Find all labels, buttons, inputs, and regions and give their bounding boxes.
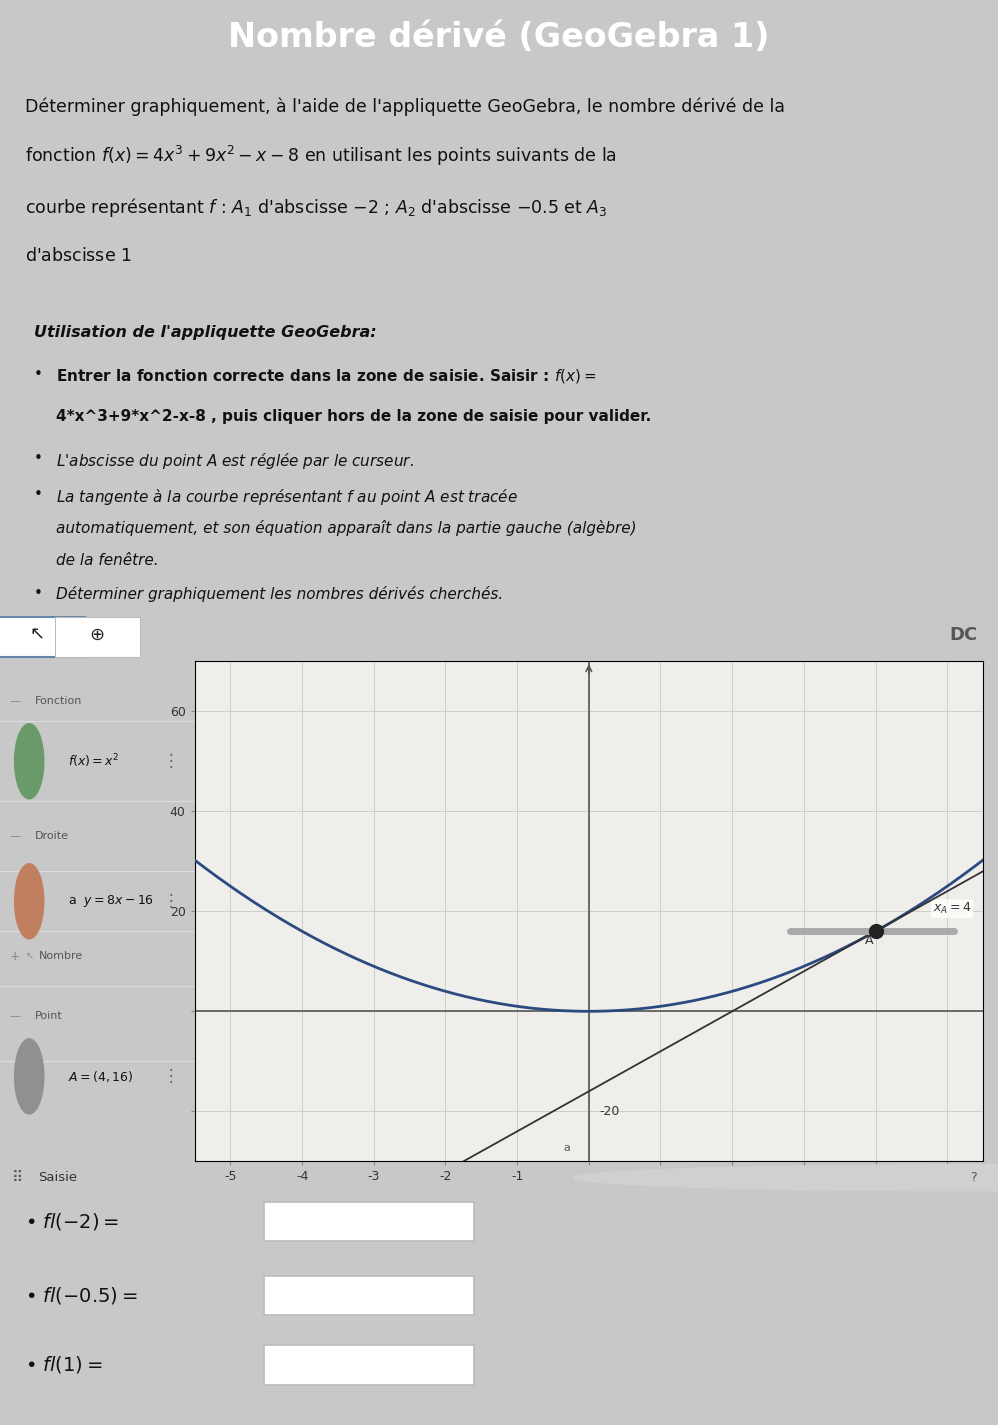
Text: a: a [564, 1143, 571, 1153]
Text: •: • [34, 586, 43, 601]
Text: A: A [864, 933, 873, 946]
Text: Nombre: Nombre [39, 952, 83, 962]
Circle shape [15, 724, 44, 799]
Text: ⋮: ⋮ [163, 892, 180, 911]
Text: Déterminer graphiquement les nombres dérivés cherchés.: Déterminer graphiquement les nombres dér… [57, 586, 504, 601]
Text: Nombre dérivé (GeoGebra 1): Nombre dérivé (GeoGebra 1) [229, 20, 769, 54]
Text: ⠿: ⠿ [12, 1170, 23, 1186]
Text: Entrer la fonction correcte dans la zone de saisie. Saisir : $f(x) =$: Entrer la fonction correcte dans la zone… [57, 368, 597, 385]
FancyBboxPatch shape [264, 1345, 474, 1385]
Text: -20: -20 [600, 1104, 620, 1117]
Text: Utilisation de l'appliquette GeoGebra:: Utilisation de l'appliquette GeoGebra: [34, 325, 377, 341]
Text: 4*x^3+9*x^2-x-8 , puis cliquer hors de la zone de saisie pour valider.: 4*x^3+9*x^2-x-8 , puis cliquer hors de l… [57, 409, 652, 425]
FancyBboxPatch shape [0, 617, 85, 657]
Text: courbe représentant $f$ : $A_1$ d'abscisse $-2$ ; $A_2$ d'abscisse $-0.5$ et $A_: courbe représentant $f$ : $A_1$ d'abscis… [25, 195, 608, 218]
Text: • $fl(-2) =$: • $fl(-2) =$ [25, 1211, 119, 1233]
FancyBboxPatch shape [55, 617, 140, 657]
Text: DC: DC [949, 626, 977, 644]
Circle shape [15, 1039, 44, 1114]
Circle shape [574, 1164, 998, 1191]
Text: ⋮: ⋮ [163, 752, 180, 771]
Text: • $fl(1) =$: • $fl(1) =$ [25, 1355, 103, 1375]
Text: ╱: ╱ [419, 1201, 426, 1214]
Text: ⋮: ⋮ [163, 1067, 180, 1086]
Text: Fonction: Fonction [35, 697, 83, 707]
Text: d'abscisse $1$: d'abscisse $1$ [25, 247, 132, 265]
Text: L'abscisse du point $A$ est réglée par le curseur.: L'abscisse du point $A$ est réglée par l… [57, 452, 414, 472]
Text: —: — [10, 1012, 21, 1022]
Text: —: — [10, 697, 21, 707]
Text: a  $y = 8x - 16$: a $y = 8x - 16$ [68, 893, 155, 909]
Text: fonction $f(x) = 4x^3 + 9x^2 - x - 8$ en utilisant les points suivants de la: fonction $f(x) = 4x^3 + 9x^2 - x - 8$ en… [25, 144, 617, 168]
Text: • $fl(-0.5) =$: • $fl(-0.5) =$ [25, 1285, 138, 1307]
FancyBboxPatch shape [264, 1277, 474, 1315]
Text: •: • [34, 487, 43, 502]
Text: $f(x) = x^2$: $f(x) = x^2$ [68, 752, 120, 770]
Text: Saisie: Saisie [38, 1171, 77, 1184]
Text: ⊕: ⊕ [89, 626, 105, 644]
Text: automatiquement, et son équation apparaît dans la partie gauche (algèbre): automatiquement, et son équation apparaî… [57, 520, 637, 536]
Text: •: • [34, 452, 43, 466]
Text: de la fenêtre.: de la fenêtre. [57, 553, 159, 569]
FancyBboxPatch shape [264, 1203, 474, 1241]
Text: Droite: Droite [35, 831, 69, 841]
Text: $A = (4, 16)$: $A = (4, 16)$ [68, 1069, 134, 1084]
Text: ?: ? [970, 1171, 976, 1184]
Text: ↖: ↖ [29, 626, 45, 644]
Text: Déterminer graphiquement, à l'aide de l'appliquette GeoGebra, le nombre dérivé d: Déterminer graphiquement, à l'aide de l'… [25, 97, 785, 115]
Text: $x_A = 4$: $x_A = 4$ [933, 901, 971, 916]
Text: La tangente à la courbe représentant $f$ au point $A$ est tracée: La tangente à la courbe représentant $f$… [57, 487, 518, 507]
Circle shape [15, 864, 44, 939]
Text: +: + [10, 950, 20, 963]
Text: —: — [10, 831, 21, 841]
Text: Point: Point [35, 1012, 63, 1022]
Text: ↖: ↖ [25, 952, 33, 962]
Text: •: • [34, 368, 43, 382]
